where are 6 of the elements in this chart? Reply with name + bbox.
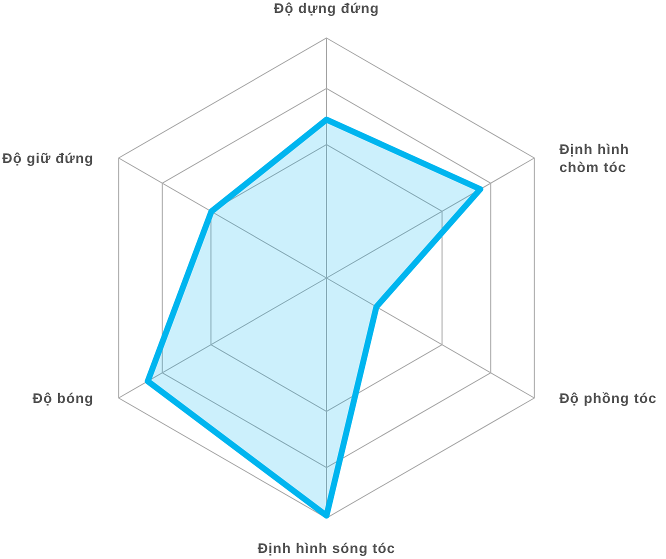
- spoke-label: Độ phồng tóc: [559, 390, 657, 406]
- spoke-label: Độ giữ đứng: [2, 150, 94, 166]
- spoke-label: Độ bóng: [32, 390, 94, 406]
- spoke-label: Định hình sóng tóc: [258, 540, 396, 556]
- spoke-label: Độ dựng đứng: [274, 0, 380, 16]
- spoke-label: Định hình chòm tóc: [559, 140, 630, 175]
